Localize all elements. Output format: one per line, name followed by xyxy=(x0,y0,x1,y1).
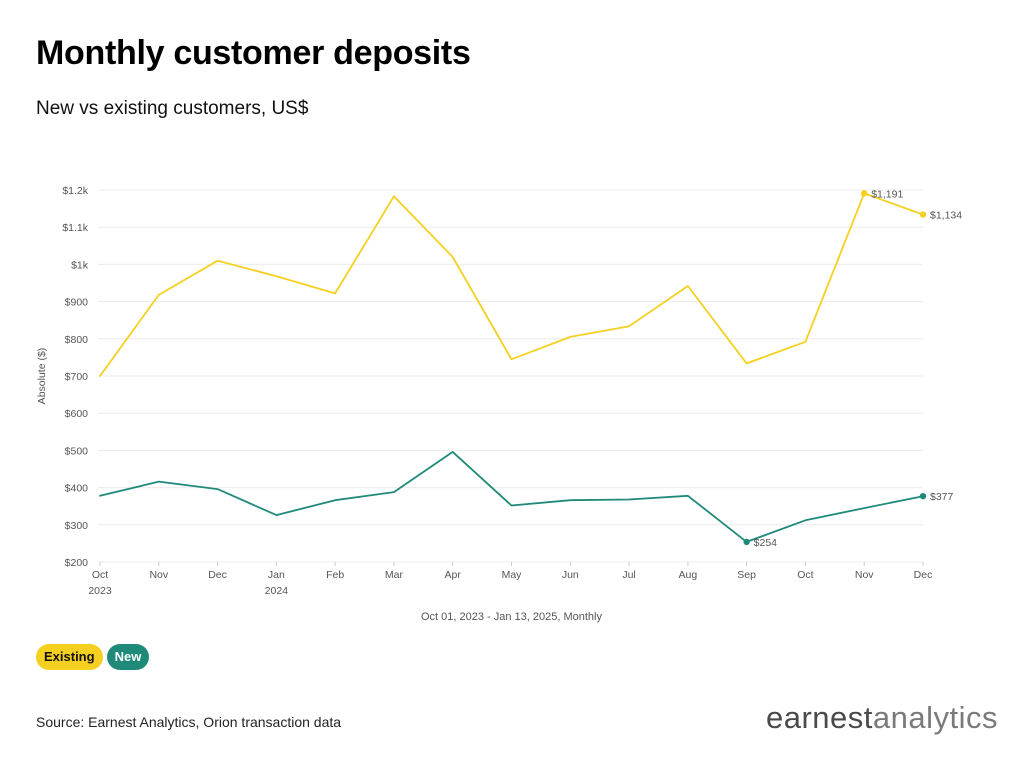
x-tick-label: May xyxy=(502,569,523,581)
x-tick-label: Apr xyxy=(445,569,462,581)
x-tick-label: Jun xyxy=(562,569,579,581)
x-tick-label: Nov xyxy=(855,569,874,581)
x-tick-label: Dec xyxy=(208,569,227,581)
y-tick-label: $500 xyxy=(65,445,89,457)
y-tick-label: $700 xyxy=(65,371,89,383)
x-tick-label: Feb xyxy=(326,569,344,581)
y-tick-label: $400 xyxy=(65,483,89,495)
data-point-existing xyxy=(919,211,927,218)
data-label-existing: $1,191 xyxy=(871,188,903,200)
data-label-existing: $1,134 xyxy=(930,210,962,222)
y-tick-label: $1.2k xyxy=(62,185,88,197)
data-point-existing xyxy=(861,190,868,197)
logo-text-analytics: analytics xyxy=(872,700,998,735)
data-label-new: $377 xyxy=(930,491,954,503)
x-tick-label: Mar xyxy=(385,569,404,581)
x-tick-label: Oct xyxy=(797,569,813,581)
data-label-new: $254 xyxy=(754,537,778,549)
earnest-analytics-logo: earnestanalytics xyxy=(766,700,998,736)
logo-text-earnest: earnest xyxy=(765,700,873,735)
data-point-new xyxy=(743,538,750,546)
source-note: Source: Earnest Analytics, Orion transac… xyxy=(36,714,342,730)
line-chart: $200 $300 $400 $500 $600 $700 $800 $900 $1k $1.1k… xyxy=(36,185,962,623)
legend: Existing New xyxy=(36,644,150,670)
x-tick-label: Dec xyxy=(914,569,933,581)
y-tick-label: $1.1k xyxy=(62,222,88,234)
y-tick-label: $1k xyxy=(71,259,89,271)
y-tick-label: $800 xyxy=(65,334,89,346)
chart-title: Monthly customer deposits xyxy=(36,34,471,72)
legend-existing-toggle[interactable]: Existing xyxy=(36,644,103,670)
x-tick-label: Aug xyxy=(679,569,698,581)
x-year-label: 2023 xyxy=(88,585,112,597)
y-axis-label: Absolute ($) xyxy=(36,348,48,405)
x-axis-label: Oct 01, 2023 - Jan 13, 2025, Monthly xyxy=(421,611,603,623)
legend-new-toggle[interactable]: New xyxy=(106,644,150,670)
x-tick-label: Jul xyxy=(622,569,635,581)
x-tick-label: Sep xyxy=(737,569,756,581)
data-point-new xyxy=(919,492,927,500)
x-tick-label: Oct xyxy=(92,569,108,581)
y-tick-label: $300 xyxy=(65,520,89,532)
y-tick-label: $200 xyxy=(65,557,89,569)
series-line-existing xyxy=(99,192,924,377)
x-year-label: 2024 xyxy=(265,585,289,597)
y-tick-label: $900 xyxy=(65,297,89,309)
x-tick-label: Jan xyxy=(268,569,285,581)
y-tick-label: $600 xyxy=(65,408,89,420)
x-tick-label: Nov xyxy=(149,569,168,581)
chart-subtitle: New vs existing customers, US$ xyxy=(36,98,309,119)
series-line-new xyxy=(99,450,924,543)
